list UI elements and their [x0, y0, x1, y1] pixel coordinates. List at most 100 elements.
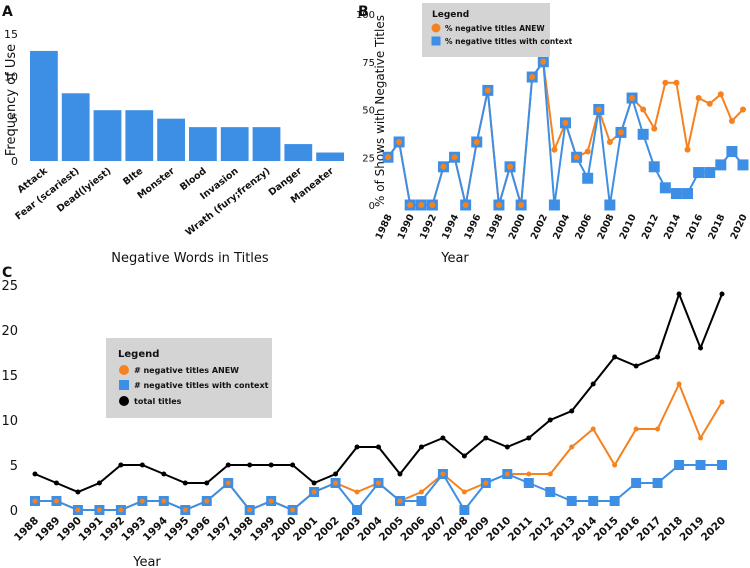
panel-a-bar: [316, 152, 344, 161]
panel-b-xlabel: Year: [440, 251, 469, 266]
panel-c-total-point: [118, 462, 124, 468]
panel-c-anew-point: [483, 480, 489, 486]
panel-c-total-point: [418, 444, 424, 450]
panel-b-context-point: [637, 128, 649, 140]
panel-c-legend-context-marker: [119, 380, 129, 390]
panel-c-total-point: [268, 462, 274, 468]
panel-b-legend-anew-label: % negative titles ANEW: [445, 24, 545, 33]
panel-b-xtick-label: 1996: [462, 212, 483, 241]
panel-b-ytick-label: 50: [362, 106, 375, 117]
panel-c-anew-point: [75, 507, 81, 513]
panel-c-legend-box: [106, 338, 272, 418]
panel-b-anew-point: [640, 106, 647, 113]
panel-c-total-point: [655, 354, 661, 360]
panel-c-total-point: [53, 480, 59, 486]
panel-c-total-point: [461, 453, 467, 459]
panel-c-anew-point: [612, 462, 618, 468]
panel-b-legend-title: Legend: [432, 10, 469, 20]
panel-b-anew-point: [717, 91, 724, 98]
panel-c-anew-point: [504, 471, 510, 477]
panel-c-ytick-label: 20: [1, 324, 18, 339]
panel-a-ylabel: Frequency of Use: [4, 44, 19, 156]
panel-c-total-point: [504, 444, 510, 450]
panel-c-total-point: [698, 345, 704, 351]
panel-b-anew-point: [740, 106, 746, 113]
panel-b-legend-box: [422, 3, 550, 57]
panel-c-total-point: [247, 462, 253, 468]
panel-c-total-point: [354, 444, 360, 450]
panel-c-anew-point: [32, 498, 38, 504]
panel-a-xlabel: Negative Words in Titles: [111, 251, 269, 266]
panel-b-xtick-label: 2002: [529, 213, 550, 242]
panel-c-total-point: [676, 291, 682, 297]
panel-c-anew-point: [290, 507, 296, 513]
panel-b-legend-context-marker: [431, 36, 441, 46]
panel-b-xtick-label: 2012: [640, 213, 661, 242]
panel-b-anew-point: [551, 146, 558, 153]
panel-b-anew-point: [473, 138, 480, 145]
panel-b-anew-point: [629, 95, 636, 102]
panel-b-letter: B: [358, 4, 369, 20]
panel-c-anew-point: [204, 498, 210, 504]
panel-a-ytick-label: 10: [4, 70, 18, 83]
panel-b-anew-point: [684, 146, 691, 153]
panel-a-bar: [252, 127, 281, 161]
panel-c-total-point: [547, 417, 553, 423]
panel-c-legend-context-label: # negative titles with context: [134, 381, 269, 390]
panel-c-legend-total-marker: [119, 396, 129, 406]
panel-c-anew-point: [96, 507, 102, 513]
panel-a-letter: A: [2, 4, 13, 20]
panel-c-ytick-label: 5: [10, 459, 18, 474]
panel-c-anew-point: [719, 399, 725, 405]
panel-c-total-point: [590, 381, 596, 387]
panel-b-anew-point: [529, 74, 536, 81]
panel-c-anew-point: [461, 489, 467, 495]
panel-c-context-point: [352, 505, 363, 515]
panel-c-anew-point: [397, 498, 403, 504]
panel-b-anew-point: [728, 117, 735, 124]
panel-a-bar: [30, 50, 58, 161]
panel-b-anew-point: [706, 100, 713, 107]
panel-c-legend-total-label: total titles: [134, 397, 182, 406]
panel-b-anew-point: [662, 79, 669, 86]
panel-c-ytick-label: 25: [1, 279, 18, 294]
panel-b-anew-point: [606, 138, 613, 145]
panel-b-anew-point: [518, 202, 525, 208]
panel-b-anew-point: [440, 163, 447, 170]
panel-c-context-point: [631, 478, 642, 488]
panel-c-context-point: [695, 460, 706, 470]
panel-c-total-point: [96, 480, 102, 486]
panel-c-total-point: [719, 291, 725, 297]
panel-a-ytick-label: 5: [11, 113, 18, 126]
panel-b-legend: Legend % negative titles ANEW % negative…: [422, 3, 573, 57]
panel-c-total-point: [161, 471, 167, 477]
panel-b-context-point: [726, 146, 738, 158]
panel-a-bar: [61, 93, 90, 161]
panel-b-context-point: [659, 182, 671, 194]
panel-b-legend-context-label: % negative titles with context: [445, 37, 573, 46]
panel-b-anew-point: [573, 154, 580, 161]
panel-b-anew-point: [429, 202, 436, 208]
panel-c-total-point: [483, 435, 489, 441]
panel-c-anew-point: [698, 435, 704, 441]
panel-b-anew-point: [462, 202, 469, 208]
panel-b-xtick-label: 2006: [573, 212, 594, 241]
panel-c-ytick-label: 15: [1, 369, 18, 384]
panel-c-anew-point: [225, 480, 231, 486]
panel-c-anew-point: [118, 507, 124, 513]
panel-c-total-point: [290, 462, 296, 468]
panel-b-anew-point: [484, 87, 491, 94]
panel-c-total-point: [526, 435, 532, 441]
panel-b-context-point: [704, 167, 716, 179]
panel-b-anew-point: [562, 119, 569, 126]
panel-b-anew-point: [584, 148, 591, 155]
panel-b-anew-point: [495, 202, 502, 208]
panel-b-series-line: [387, 59, 744, 206]
panel-a-category-label: Dead(lyiest): [55, 166, 113, 215]
panel-c-total-point: [32, 471, 38, 477]
panel-b-context-point: [648, 161, 660, 173]
panel-c-anew-point: [354, 489, 360, 495]
panel-c-context-point: [609, 496, 620, 506]
